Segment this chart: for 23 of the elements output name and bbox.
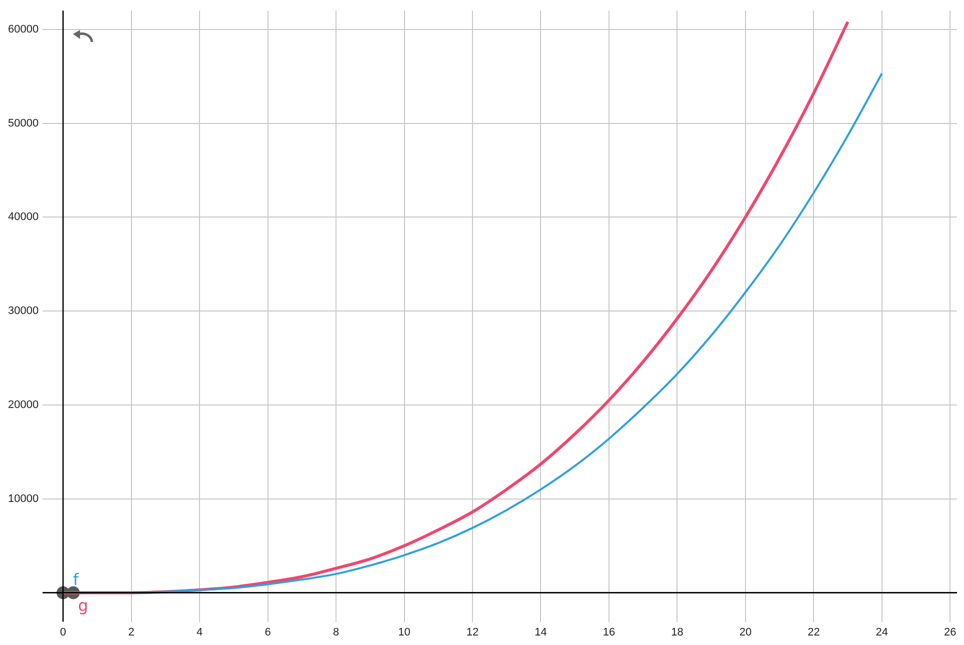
x-tick-label: 8 xyxy=(332,626,340,638)
y-tick-label: 50000 xyxy=(8,117,39,130)
x-tick-label: 26 xyxy=(944,626,956,638)
x-tick-label: 4 xyxy=(196,626,203,638)
y-tick-label: 20000 xyxy=(8,398,39,411)
x-tick-label: 24 xyxy=(876,626,888,638)
y-tick-label: 30000 xyxy=(8,305,39,318)
x-tick-label: 14 xyxy=(534,626,547,638)
line-series xyxy=(130,72,883,594)
x-tick-label: 16 xyxy=(602,626,616,638)
x-tick-label: 2 xyxy=(128,626,134,638)
x-tick-label: 18 xyxy=(671,626,684,638)
x-tick-label: 12 xyxy=(466,626,479,638)
x-tick-label: 10 xyxy=(398,626,410,638)
text: f xyxy=(73,570,80,589)
series-label: g xyxy=(78,596,88,615)
y-tick-label: 10000 xyxy=(8,492,39,505)
x-tick-label: 6 xyxy=(264,626,271,638)
x-tick-label: 22 xyxy=(808,626,820,638)
x-tick-label: 0 xyxy=(60,626,66,638)
y-tick-label: 60000 xyxy=(8,23,39,36)
y-tick-label: 40000 xyxy=(8,211,39,224)
x-tick-label: 20 xyxy=(739,626,752,638)
